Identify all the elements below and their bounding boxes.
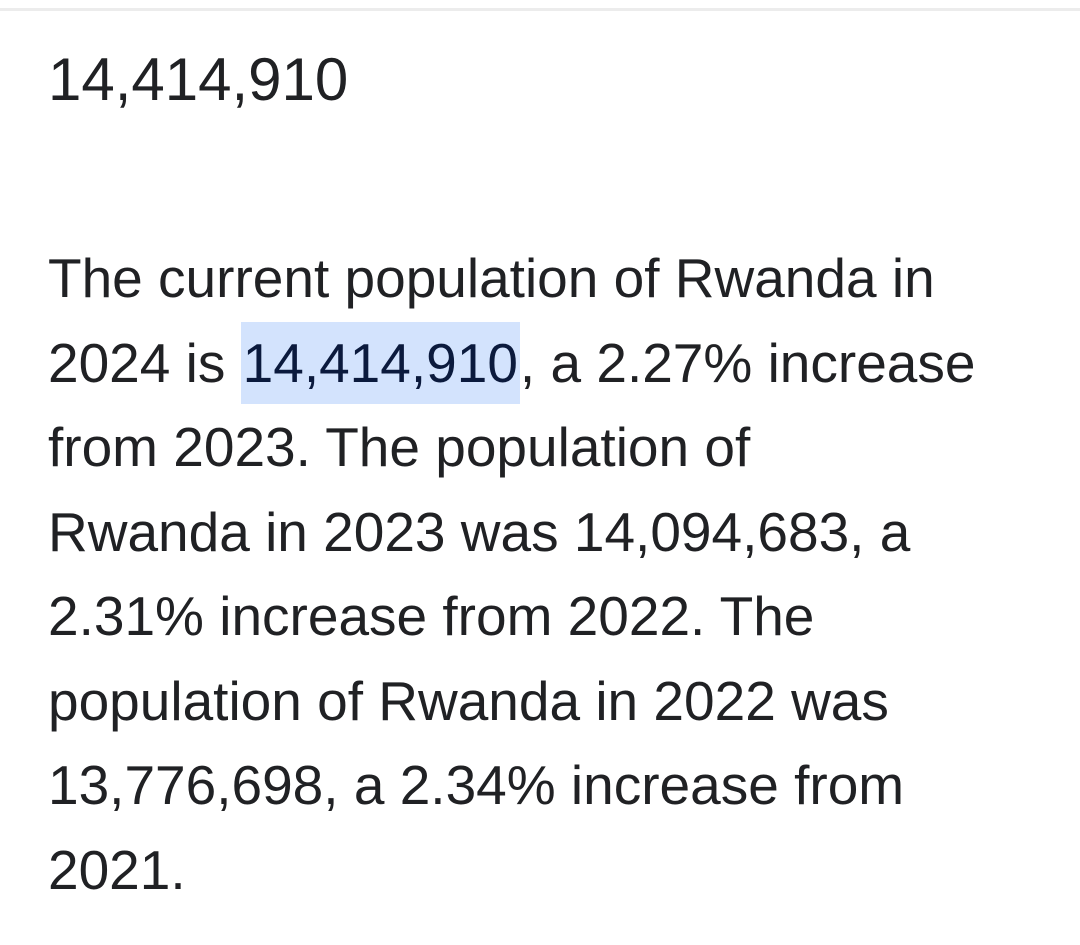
text-line: population of Rwanda in 2022 was — [48, 659, 1058, 744]
text-line: 2021. — [48, 828, 1058, 913]
text-line: 2.31% increase from 2022. The — [48, 574, 1058, 659]
text: The current population of Rwanda in — [48, 247, 935, 309]
text-line: 13,776,698, a 2.34% increase from — [48, 743, 1058, 828]
headline: 14,414,910 — [48, 46, 349, 113]
text: 2024 is — [48, 331, 241, 394]
text-line: The current population of Rwanda in — [48, 236, 1058, 321]
text: population of Rwanda in 2022 was — [48, 669, 889, 732]
text-line: 2024 is 14,414,910, a 2.27% increase — [48, 321, 1058, 406]
text: Rwanda in 2023 was 14,094,683, a — [48, 500, 911, 563]
text: 13,776,698, a 2.34% increase from — [48, 754, 905, 816]
text-line: Rwanda in 2023 was 14,094,683, a — [48, 490, 1058, 575]
text: 2021. — [48, 838, 186, 901]
paragraph: The current population of Rwanda in 2024 … — [48, 236, 1058, 912]
text: , a 2.27% increase — [519, 331, 976, 394]
highlighted-text: 14,414,910 — [240, 321, 520, 404]
text-line: from 2023. The population of — [48, 405, 1058, 490]
divider — [0, 8, 1080, 11]
text: from 2023. The population of — [48, 416, 751, 478]
text: 2.31% increase from 2022. The — [48, 585, 815, 647]
